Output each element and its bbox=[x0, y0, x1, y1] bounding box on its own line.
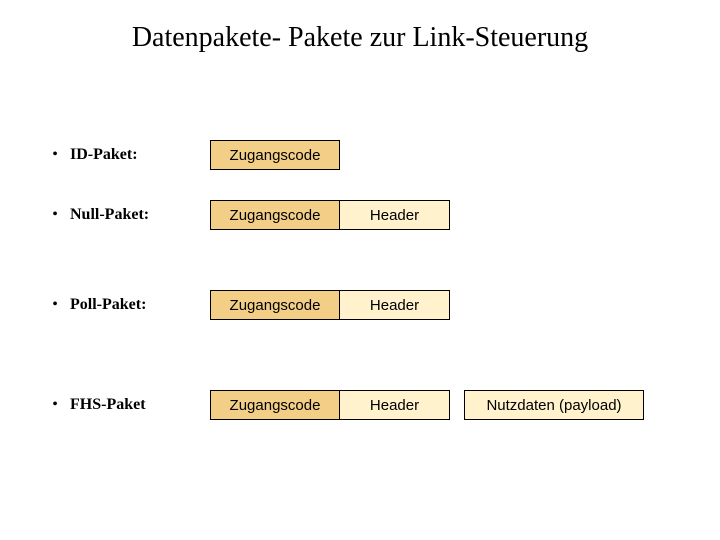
packet-label: FHS-Paket bbox=[70, 396, 210, 414]
slide-title: Datenpakete- Pakete zur Link-Steuerung bbox=[0, 22, 720, 54]
packet-label: Null-Paket: bbox=[70, 206, 210, 224]
zugangscode-box: Zugangscode bbox=[210, 290, 340, 320]
header-box: Header bbox=[340, 390, 450, 420]
bullet: • bbox=[40, 296, 70, 314]
header-box: Header bbox=[340, 290, 450, 320]
bullet: • bbox=[40, 396, 70, 414]
packet-row: •ID-Paket:Zugangscode bbox=[40, 140, 340, 170]
packet-row: •Null-Paket:ZugangscodeHeader bbox=[40, 200, 450, 230]
packet-row: •FHS-PaketZugangscodeHeader Nutzdaten (pa… bbox=[40, 390, 644, 420]
packet-label: ID-Paket: bbox=[70, 146, 210, 164]
zugangscode-box: Zugangscode bbox=[210, 390, 340, 420]
packet-label: Poll-Paket: bbox=[70, 296, 210, 314]
zugangscode-box: Zugangscode bbox=[210, 140, 340, 170]
bullet: • bbox=[40, 146, 70, 164]
header-box: Header bbox=[340, 200, 450, 230]
zugangscode-box: Zugangscode bbox=[210, 200, 340, 230]
bullet: • bbox=[40, 206, 70, 224]
packet-row: •Poll-Paket:ZugangscodeHeader bbox=[40, 290, 450, 320]
payload-box: Nutzdaten (payload) bbox=[464, 390, 644, 420]
